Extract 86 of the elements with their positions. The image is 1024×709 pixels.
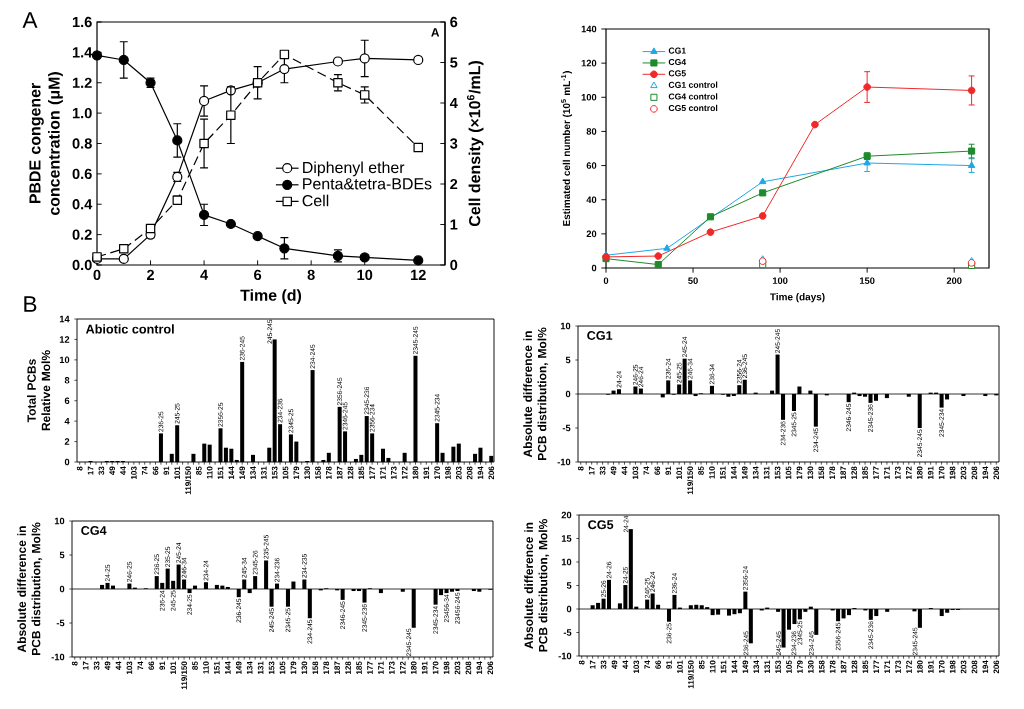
y-tick-label: 14 bbox=[59, 315, 70, 323]
y-tick-label: 8 bbox=[64, 377, 70, 384]
y2-tick-label: 1 bbox=[450, 219, 458, 230]
y2-tick-label: 2 bbox=[450, 178, 458, 190]
y-tick-label: 12 bbox=[59, 336, 70, 343]
legend-label: CG5 control bbox=[668, 104, 718, 112]
y-tick-label: 0 bbox=[591, 264, 597, 272]
y-axis-title: Absolute difference in PCB distribution, Mol% bbox=[17, 522, 43, 655]
y-tick-label: 5 bbox=[566, 582, 572, 589]
y-tick-label: 140 bbox=[581, 25, 597, 33]
y-tick-label: 0.0 bbox=[72, 259, 92, 271]
y2-tick-label: 4 bbox=[449, 97, 458, 109]
y-tick-label: -5 bbox=[562, 424, 571, 432]
y-tick-label: -10 bbox=[557, 458, 571, 466]
y-tick-label: 0.4 bbox=[72, 199, 93, 210]
y-tick-label: 80 bbox=[586, 128, 597, 135]
y-tick-label: 10 bbox=[560, 322, 571, 330]
y-tick-label: 15 bbox=[561, 535, 572, 542]
y-tick-label: -10 bbox=[558, 652, 572, 660]
y-tick-label: 20 bbox=[586, 230, 597, 238]
y-tick-label: 0 bbox=[64, 458, 70, 466]
y-tick-label: -10 bbox=[51, 653, 65, 661]
chart-title: CG1 bbox=[587, 331, 613, 340]
y-tick-label: 1.2 bbox=[72, 77, 92, 88]
text: A bbox=[22, 12, 38, 28]
y-tick-label: 10 bbox=[59, 356, 70, 364]
x-tick-label: 2 bbox=[146, 269, 155, 280]
x-tick-label: 50 bbox=[688, 277, 698, 284]
text: B bbox=[24, 296, 37, 312]
y-axis-title: Estimated cell number (10$^{5}$ mL$^{-1}$) bbox=[561, 71, 573, 226]
y-tick-label: 100 bbox=[581, 94, 597, 101]
y-tick-label: 1.6 bbox=[72, 16, 92, 28]
y-axis-title: Absolute difference in PCB distribution, Mol% bbox=[523, 327, 549, 460]
y-tick-label: 1.0 bbox=[72, 107, 92, 119]
y-tick-label: 0 bbox=[565, 390, 571, 398]
legend-label: Cell bbox=[302, 194, 329, 207]
x-tick-label: 12 bbox=[411, 269, 426, 280]
y-tick-label: -5 bbox=[56, 619, 65, 627]
y-axis-title: Absolute difference in PCB distribution, Mol% bbox=[524, 519, 550, 652]
y2-tick-label: 5 bbox=[450, 57, 458, 68]
y2-tick-label: 6 bbox=[450, 16, 458, 28]
x-tick-label: 100 bbox=[772, 277, 788, 284]
legend-label: CG4 control bbox=[668, 93, 718, 100]
legend-label: CG4 bbox=[668, 58, 687, 66]
chart-title: Abiotic control bbox=[85, 324, 174, 334]
y-tick-label: 2 bbox=[64, 438, 70, 445]
y-tick-label: 60 bbox=[586, 162, 597, 169]
x-axis-title: Time (d) bbox=[240, 289, 302, 305]
y2-axis-title: Cell density (×10$^{6}$/mL) bbox=[466, 61, 484, 227]
y-tick-label: 0 bbox=[59, 585, 65, 593]
y2-tick-label: 3 bbox=[450, 138, 458, 149]
x-tick-label: 4 bbox=[200, 269, 209, 280]
x-tick-label: 6 bbox=[254, 269, 262, 281]
y-tick-label: 1.4 bbox=[72, 47, 93, 58]
legend-label: Penta&tetra-BDEs bbox=[303, 178, 432, 190]
x-tick-label: 0 bbox=[93, 269, 101, 281]
x-tick-label: 150 bbox=[859, 277, 875, 284]
annotation: A bbox=[431, 28, 440, 37]
y-axis-title: PBDE congener concentration (μM) bbox=[29, 72, 63, 216]
legend-label: CG5 bbox=[668, 70, 686, 77]
legend-label: CG1 bbox=[668, 47, 686, 54]
x-tick-label: 200 bbox=[946, 277, 962, 284]
y-axis-title: Total PCBs Relative Mol% bbox=[27, 350, 51, 431]
y-tick-label: -5 bbox=[563, 629, 572, 636]
x-tick-label: 8 bbox=[307, 269, 315, 281]
y-tick-label: 0.6 bbox=[72, 168, 92, 180]
y-tick-label: 40 bbox=[586, 196, 597, 203]
y-tick-label: 0 bbox=[566, 605, 572, 613]
y-tick-label: 120 bbox=[581, 59, 597, 67]
y-tick-label: 20 bbox=[561, 511, 572, 519]
y-tick-label: 0.2 bbox=[72, 229, 92, 240]
chart-title: CG4 bbox=[81, 526, 107, 535]
legend-label: CG1 control bbox=[668, 81, 718, 88]
legend-label: Diphenyl ether bbox=[303, 161, 405, 177]
y-tick-label: 0.8 bbox=[72, 138, 92, 149]
y-tick-label: 4 bbox=[64, 417, 70, 425]
chart-title: CG5 bbox=[588, 520, 614, 530]
y-tick-label: 5 bbox=[59, 551, 65, 559]
y-tick-label: 5 bbox=[565, 356, 571, 364]
y-tick-label: 10 bbox=[561, 558, 572, 566]
x-tick-label: 0 bbox=[603, 277, 609, 284]
y-tick-label: 10 bbox=[54, 517, 65, 525]
x-axis-title: Time (days) bbox=[770, 293, 825, 303]
y-tick-label: 6 bbox=[64, 397, 70, 404]
y2-tick-label: 0 bbox=[450, 259, 458, 271]
x-tick-label: 10 bbox=[357, 269, 373, 281]
